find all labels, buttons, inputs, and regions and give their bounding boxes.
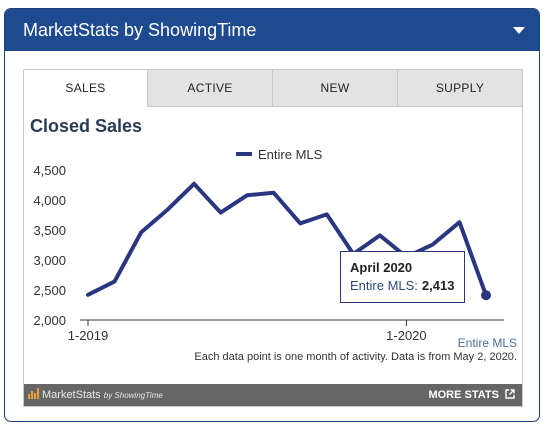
x-tick-label: 1-2019 [68,328,108,343]
widget-header: MarketStats by ShowingTime [5,9,539,51]
tooltip-title: April 2020 [350,260,413,275]
tab-bar: SALES ACTIVE NEW SUPPLY [24,70,522,107]
y-tick-label: 2,000 [33,313,66,328]
stats-panel: SALES ACTIVE NEW SUPPLY Closed Sales Ent… [23,69,523,407]
external-link-icon [505,389,515,399]
chart-title: Closed Sales [30,116,143,136]
y-tick-label: 4,000 [33,193,66,208]
y-tick-label: 4,500 [33,163,66,178]
widget-title: MarketStats by ShowingTime [23,20,257,40]
footer-bar: MarketStats by ShowingTime MORE STATS [24,384,522,406]
more-stats-label: MORE STATS [428,389,499,401]
y-tick-label: 3,000 [33,253,66,268]
data-note: Each data point is one month of activity… [194,351,517,363]
x-tick-label: 1-2020 [386,328,426,343]
y-tick-label: 3,500 [33,223,66,238]
legend-label: Entire MLS [258,147,323,162]
tooltip-value: 2,413 [421,278,455,293]
tab-new[interactable]: NEW [273,70,398,107]
bar-chart-icon [28,388,39,399]
tab-active[interactable]: ACTIVE [148,70,273,107]
series-line-entire-mls [86,181,488,298]
tab-sales[interactable]: SALES [24,70,148,107]
tooltip-row: Entire MLS: 2,413 [350,278,454,293]
closed-sales-chart: Entire MLS 4,500 4,000 3,500 3,000 2,500 2,000… [33,147,504,343]
data-tooltip: April 2020 Entire MLS: 2,413 [340,251,465,303]
y-tick-label: 2,500 [33,283,66,298]
marketstats-widget: MarketStats by ShowingTime SALES ACTIVE … [4,8,540,422]
highlighted-data-point [481,290,491,301]
chevron-down-icon[interactable] [513,27,525,34]
more-stats-link[interactable]: MORE STATS [428,389,515,401]
tab-supply[interactable]: SUPPLY [398,70,522,107]
series-footer-label: Entire MLS [457,336,517,350]
brand-market: MarketStats [42,389,101,401]
brand-by: by ShowingTime [103,391,163,400]
marketstats-logo[interactable]: MarketStats by ShowingTime [28,388,163,401]
tooltip-series-label: Entire MLS: [350,278,418,293]
